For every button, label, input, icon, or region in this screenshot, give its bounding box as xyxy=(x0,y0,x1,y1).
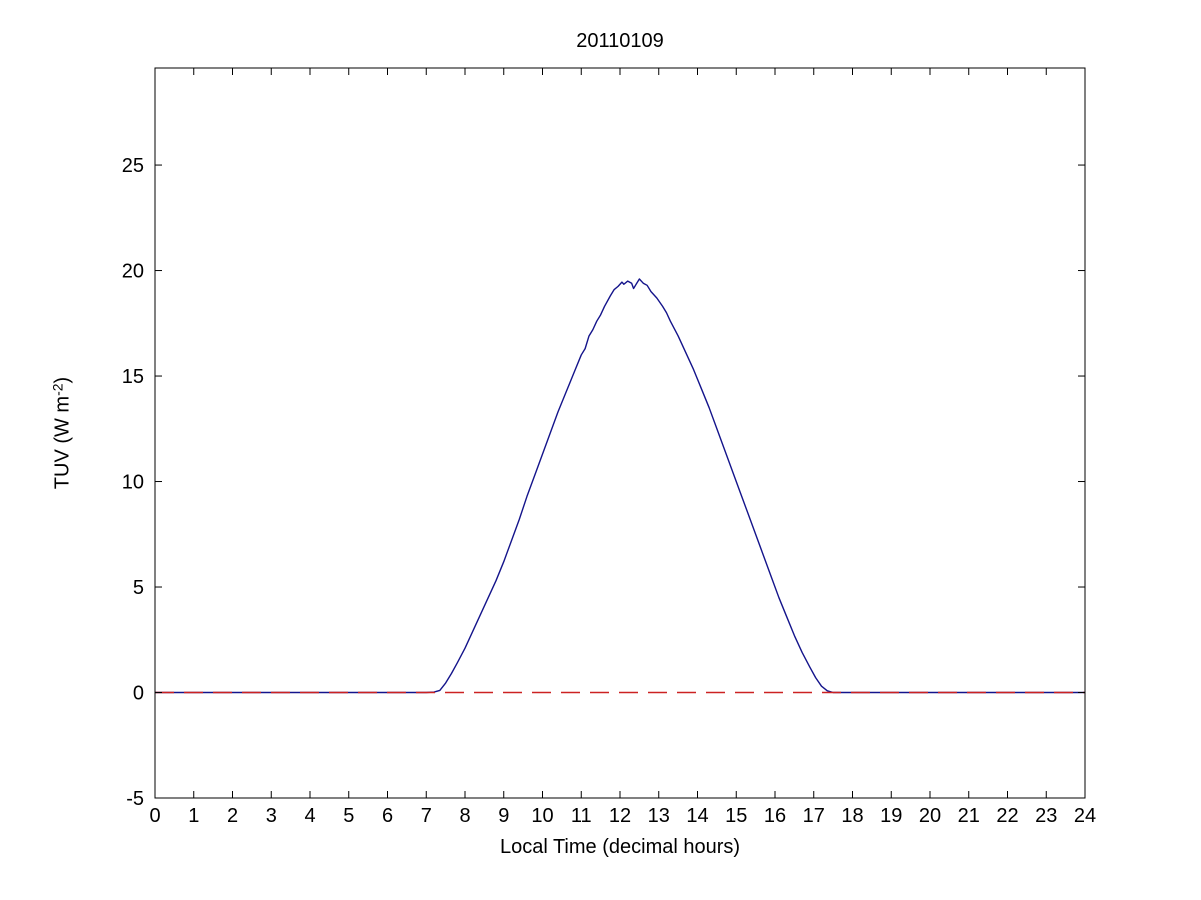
y-tick-label: 5 xyxy=(133,577,144,599)
x-tick-label: 21 xyxy=(958,805,980,827)
x-tick-label: 10 xyxy=(531,805,553,827)
x-tick-label: 7 xyxy=(421,805,432,827)
x-tick-label: 17 xyxy=(803,805,825,827)
x-tick-label: 14 xyxy=(686,805,708,827)
y-tick-label: 20 xyxy=(122,261,144,283)
x-tick-label: 9 xyxy=(498,805,509,827)
x-tick-label: 19 xyxy=(880,805,902,827)
x-tick-label: 0 xyxy=(149,805,160,827)
tuv-measurement-line xyxy=(155,278,1085,694)
x-tick-label: 13 xyxy=(648,805,670,827)
x-tick-label: 18 xyxy=(841,805,863,827)
y-tick-label: 0 xyxy=(133,683,144,705)
chart-title: 20110109 xyxy=(576,30,664,52)
y-axis-label-superscript: -2 xyxy=(49,383,66,396)
x-tick-label: 15 xyxy=(725,805,747,827)
y-tick-label: 10 xyxy=(122,472,144,494)
x-tick-label: 20 xyxy=(919,805,941,827)
y-axis-label-prefix: TUV (W m xyxy=(51,395,74,490)
x-tick-label: 4 xyxy=(304,805,315,827)
x-tick-label: 24 xyxy=(1074,805,1096,827)
x-tick-label: 6 xyxy=(382,805,393,827)
y-axis-label: TUV (W m-2) xyxy=(50,377,75,489)
plot-box xyxy=(154,67,1086,799)
x-tick-label: 23 xyxy=(1035,805,1057,827)
x-tick-label: 2 xyxy=(227,805,238,827)
x-tick-label: 3 xyxy=(266,805,277,827)
x-tick-label: 12 xyxy=(609,805,631,827)
y-tick-label: 25 xyxy=(122,155,144,177)
y-tick-label: -5 xyxy=(126,788,144,810)
x-axis-label: Local Time (decimal hours) xyxy=(499,836,741,858)
x-tick-label: 11 xyxy=(571,805,592,827)
y-tick-label: 15 xyxy=(122,366,144,388)
x-tick-label: 5 xyxy=(343,805,354,827)
x-tick-label: 1 xyxy=(188,805,199,827)
x-tick-label: 22 xyxy=(996,805,1018,827)
x-tick-label: 16 xyxy=(764,805,786,827)
x-tick-label: 8 xyxy=(459,805,470,827)
y-axis-label-suffix: ) xyxy=(51,376,74,384)
